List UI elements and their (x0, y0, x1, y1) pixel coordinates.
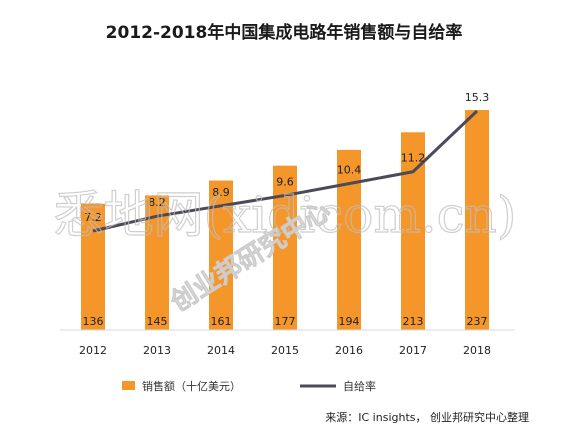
legend-swatch-bar (122, 381, 135, 390)
legend-label-bar: 销售额（十亿美元） (142, 379, 241, 393)
x-tick-2014: 2014 (207, 344, 235, 357)
x-tick-labels: 2012 2013 2014 2015 2016 2017 2018 (79, 344, 491, 357)
legend-label-line: 自给率 (343, 379, 376, 393)
x-tick-2018: 2018 (463, 344, 491, 357)
labels-layer: 136 145 161 177 194 213 237 7.2 8.2 8.9 9.6 10.4 11.… (83, 91, 490, 328)
bar-value-label-2016: 194 (339, 315, 360, 328)
bar-value-label-2014: 161 (211, 315, 232, 328)
source-note: 来源：IC insights， 创业邦研究中心整理 (325, 410, 529, 424)
bar-value-label-2012: 136 (83, 315, 104, 328)
self-sufficiency-line (92, 109, 479, 233)
bar-value-label-2015: 177 (275, 315, 296, 328)
line-layer (92, 109, 479, 233)
line-value-label-2017: 11.2 (401, 152, 426, 165)
bar-2016 (337, 149, 361, 330)
bar-value-label-2013: 145 (147, 315, 168, 328)
line-value-label-2014: 8.9 (212, 186, 230, 199)
x-tick-2013: 2013 (143, 344, 171, 357)
bar-2018 (465, 110, 489, 330)
x-tick-2015: 2015 (271, 344, 299, 357)
bar-value-label-2018: 237 (467, 315, 488, 328)
x-tick-2017: 2017 (399, 344, 427, 357)
chart-title: 2012-2018年中国集成电路年销售额与自给率 (106, 22, 463, 43)
bar-value-label-2017: 213 (403, 315, 424, 328)
line-value-label-2015: 9.6 (276, 175, 294, 188)
bar-2015 (273, 165, 297, 330)
x-tick-2016: 2016 (335, 344, 363, 357)
x-tick-2012: 2012 (79, 344, 107, 357)
line-value-label-2013: 8.2 (148, 196, 166, 209)
bar-2012 (81, 203, 105, 330)
line-value-label-2012: 7.2 (84, 211, 102, 224)
line-value-label-2018: 15.3 (465, 91, 490, 104)
line-value-label-2016: 10.4 (337, 164, 362, 177)
